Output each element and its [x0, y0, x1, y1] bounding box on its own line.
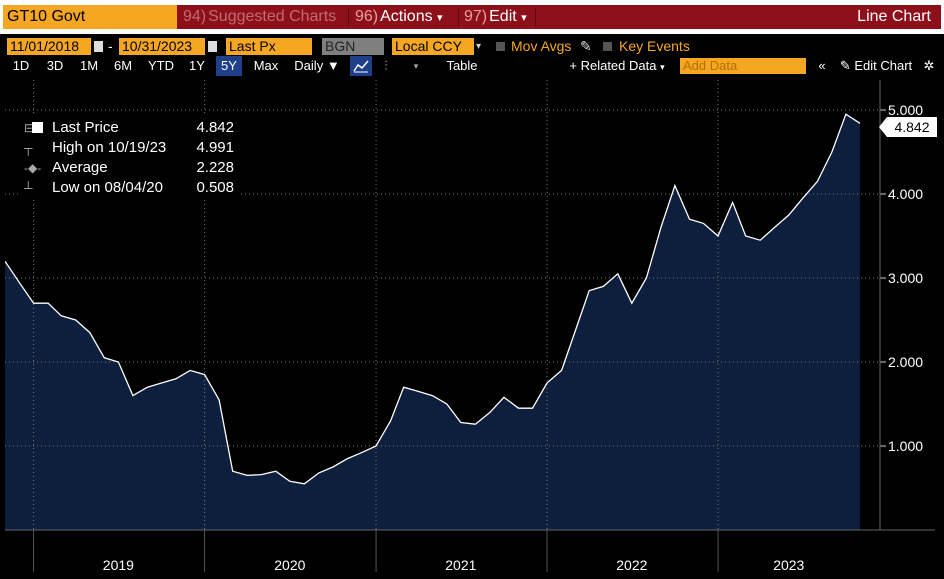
menu-number: 96)	[355, 8, 379, 25]
last-price-swatch	[32, 122, 43, 133]
average-marker-icon: -◆-	[24, 161, 42, 175]
legend-name: High on 10/19/23	[52, 139, 167, 156]
legend-average: -◆- Average 2.228	[18, 158, 240, 178]
range-bar: 1D 3D 1M 6M YTD 1Y 5Y Max Daily ▼ ⫶ ▾ Ta…	[0, 56, 944, 76]
x-tick-label: 2020	[274, 557, 305, 573]
legend-value: 4.991	[196, 139, 234, 156]
high-marker-icon: ┬	[24, 141, 33, 155]
related-data-label: + Related Data	[569, 58, 657, 73]
ticker-field[interactable]: GT10 Govt	[3, 5, 177, 29]
caret-down-icon: ▾	[437, 12, 443, 24]
menu-label: Actions	[380, 8, 433, 25]
caret-down-icon: ▾	[521, 12, 527, 24]
calendar-icon[interactable]	[208, 41, 217, 52]
low-marker-icon: ┴	[24, 181, 33, 195]
caret-down-icon: ▾	[660, 62, 665, 72]
legend-name: Average	[52, 159, 108, 176]
range-6m[interactable]: 6M	[113, 58, 133, 73]
range-3d[interactable]: 3D	[46, 58, 64, 73]
x-tick-label: 2022	[616, 557, 647, 573]
menu-label: Edit	[489, 8, 517, 25]
legend-last-price: ⊟ Last Price 4.842	[18, 118, 240, 138]
mov-avgs-checkbox[interactable]	[496, 42, 505, 51]
chart-type-title: Line Chart	[857, 8, 931, 25]
line-chart-icon[interactable]	[350, 56, 372, 76]
legend-value: 2.228	[196, 159, 234, 176]
legend-box: ⊟ Last Price 4.842 ┬ High on 10/19/23 4.…	[18, 116, 240, 200]
edit-menu[interactable]: 97) Edit ▾	[464, 5, 527, 29]
table-button[interactable]: Table	[446, 58, 478, 73]
menu-number: 94)	[183, 8, 207, 25]
related-data-button[interactable]: + Related Data ▾	[562, 56, 672, 76]
end-date-field[interactable]: 10/31/2023	[119, 38, 205, 55]
edit-chart-label: Edit Chart	[854, 58, 913, 73]
x-tick-label: 2023	[773, 557, 804, 573]
divider	[348, 8, 349, 26]
y-tick-label: 4.000	[888, 186, 923, 202]
range-max[interactable]: Max	[253, 58, 279, 73]
y-tick-label: 5.000	[888, 102, 923, 118]
legend-name: Low on 08/04/20	[52, 179, 163, 196]
legend-value: 4.842	[196, 119, 234, 136]
range-1m[interactable]: 1M	[79, 58, 99, 73]
add-data-input[interactable]: Add Data	[680, 58, 806, 74]
calendar-icon[interactable]	[94, 41, 103, 52]
range-5y[interactable]: 5Y	[216, 56, 242, 76]
last-price-tag: 4.842	[879, 117, 937, 137]
pencil-icon: ✎	[839, 58, 851, 73]
legend-low: ┴ Low on 08/04/20 0.508	[18, 178, 240, 198]
price-chart[interactable]: 1.000 2.000 3.000 4.000 5.000 2019 2020 2021 202…	[5, 80, 940, 575]
candlestick-icon[interactable]: ⫶	[384, 58, 388, 73]
chevron-down-icon[interactable]: ▾	[476, 41, 482, 52]
periodicity-select[interactable]: Daily ▼	[288, 56, 346, 76]
pencil-icon[interactable]: ✎	[580, 38, 592, 54]
x-tick-label: 2019	[103, 557, 134, 573]
gear-icon[interactable]: ✲	[923, 58, 935, 73]
source-field[interactable]: BGN	[322, 38, 384, 55]
header-bar: GT10 Govt 94) Suggested Charts 96) Actions…	[0, 0, 944, 34]
collapse-icon[interactable]: «	[818, 58, 826, 73]
caret-down-icon: ▼	[326, 58, 340, 73]
y-tick-label: 3.000	[888, 270, 923, 286]
start-date-field[interactable]: 11/01/2018	[7, 38, 91, 55]
x-tick-label: 2021	[445, 557, 476, 573]
price-line	[5, 113, 861, 485]
collapse-toggle-icon[interactable]: ⊟	[24, 121, 35, 135]
legend-name: Last Price	[52, 119, 119, 136]
suggested-charts-menu[interactable]: 94) Suggested Charts	[183, 5, 336, 29]
legend-high: ┬ High on 10/19/23 4.991	[18, 138, 240, 158]
divider	[458, 8, 459, 26]
settings-bar: 11/01/2018 - 10/31/2023 Last Px BGN Loca…	[0, 36, 944, 56]
legend-value: 0.508	[196, 179, 234, 196]
actions-menu[interactable]: 96) Actions ▾	[355, 5, 443, 29]
menu-label: Suggested Charts	[208, 8, 337, 25]
key-events-checkbox[interactable]	[603, 42, 612, 51]
header-strip: GT10 Govt 94) Suggested Charts 96) Actions…	[3, 5, 941, 29]
y-tick-label: 1.000	[888, 438, 923, 454]
range-ytd[interactable]: YTD	[148, 58, 174, 73]
y-tick-label: 2.000	[888, 354, 923, 370]
mov-avgs-label[interactable]: Mov Avgs	[511, 38, 572, 54]
range-1d[interactable]: 1D	[12, 58, 30, 73]
chevron-down-icon[interactable]: ▾	[413, 61, 419, 71]
menu-number: 97)	[464, 8, 488, 25]
edit-chart-button[interactable]: ✎ Edit Chart	[834, 56, 918, 76]
periodicity-label: Daily	[294, 58, 324, 73]
divider	[535, 8, 536, 26]
price-area	[5, 114, 860, 530]
range-1y[interactable]: 1Y	[189, 58, 205, 73]
key-events-label[interactable]: Key Events	[619, 38, 690, 54]
date-range-dash: -	[108, 38, 113, 54]
price-field-select[interactable]: Last Px	[226, 38, 312, 55]
currency-select[interactable]: Local CCY	[392, 38, 474, 55]
